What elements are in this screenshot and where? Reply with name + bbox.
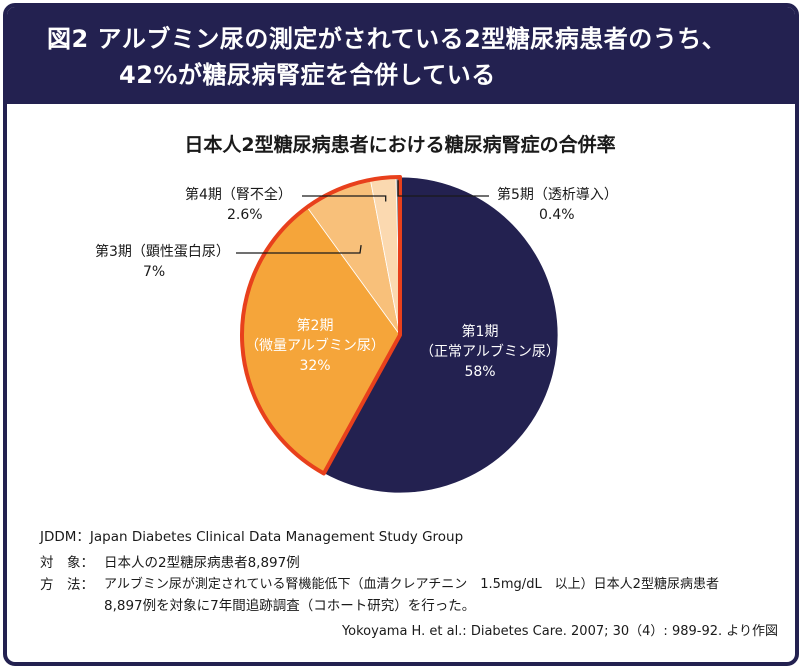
slice-stage-2: 第2期 <box>296 318 334 334</box>
method-label: 方 法： <box>40 577 94 593</box>
pie-slice-stage1 <box>323 176 559 494</box>
slice-desc-5: （透析導入） <box>533 187 618 203</box>
figure-title-line1: 図2 アルブミン尿の測定がされている2型糖尿病患者のうち、 <box>47 25 727 53</box>
slice-value-5: 0.4% <box>539 207 575 223</box>
slice-value-2: 32% <box>299 358 331 374</box>
leader-line-stage5 <box>397 180 489 197</box>
slice-stage-4: 第4期 <box>185 187 222 203</box>
slice-label-stage3: 第3期（顕性蛋白尿） 7% <box>95 242 230 282</box>
slice-label-stage2: 第2期 （微量アルブミン尿） 32% <box>245 316 385 376</box>
slice-stage-1: 第1期 <box>461 324 499 340</box>
slice-label-stage4: 第4期（腎不全） 2.6% <box>185 185 292 225</box>
figure-frame: 図2 アルブミン尿の測定がされている2型糖尿病患者のうち、 42%が糖尿病腎症を… <box>3 3 799 666</box>
slice-stage-3: 第3期 <box>95 244 132 260</box>
subject-label: 対 象： <box>40 555 94 571</box>
figure-title-line2: 42%が糖尿病腎症を合併している <box>119 61 496 89</box>
highlight-outline-stages-2-5 <box>240 175 402 476</box>
subject-text: 日本人の2型糖尿病患者8,897例 <box>104 555 300 571</box>
figure-header: 図2 アルブミン尿の測定がされている2型糖尿病患者のうち、 42%が糖尿病腎症を… <box>7 7 795 104</box>
slice-label-stage1: 第1期 （正常アルブミン尿） 58% <box>420 322 560 382</box>
slice-desc-4: （腎不全） <box>221 187 292 203</box>
method-text-line2: 8,897例を対象に7年間追跡調査（コホート研究）を行った。 <box>104 598 476 614</box>
jddm-note: JDDM：Japan Diabetes Clinical Data Manage… <box>40 529 464 545</box>
slice-desc-2: （微量アルブミン尿） <box>245 338 385 354</box>
slice-value-1: 58% <box>464 364 496 380</box>
slice-desc-1: （正常アルブミン尿） <box>420 344 560 360</box>
source-citation: Yokoyama H. et al.: Diabetes Care. 2007;… <box>341 624 778 639</box>
slice-label-stage5: 第5期（透析導入） 0.4% <box>497 185 618 225</box>
leader-line-stage4 <box>302 195 387 202</box>
chart-title: 日本人2型糖尿病患者における糖尿病腎症の合併率 <box>184 134 616 156</box>
slice-stage-5: 第5期 <box>497 187 534 203</box>
slice-desc-3: （顕性蛋白尿） <box>131 244 230 260</box>
leader-line-stage3 <box>236 245 362 254</box>
slice-value-4: 2.6% <box>227 207 263 223</box>
slice-value-3: 7% <box>143 264 166 280</box>
method-text-line1: アルブミン尿が測定されている腎機能低下（血清クレアチニン 1.5mg/dL 以上… <box>104 577 719 592</box>
